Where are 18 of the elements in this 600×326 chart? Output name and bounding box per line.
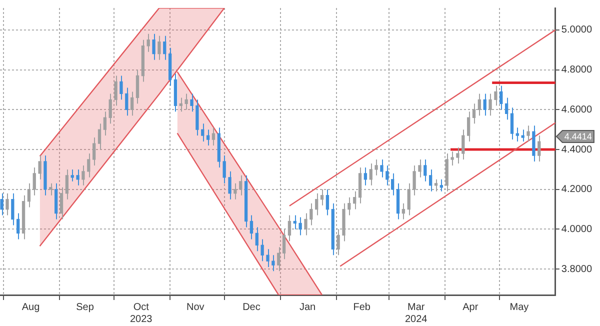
x-tick-label: Nov (186, 302, 204, 313)
text: 4.4414 (564, 131, 592, 142)
y-tick-label: 5.0000 (561, 24, 592, 36)
x-tick-label: Jan (299, 302, 316, 313)
x-tick-label: Feb (353, 302, 371, 313)
x-tick-label: Oct 2023 (130, 302, 153, 325)
y-tick-label: 4.0000 (561, 224, 592, 235)
x-tick-label: Apr (462, 302, 479, 313)
x-tick-label: May (510, 302, 529, 313)
x-tick-label: Aug (22, 302, 40, 313)
y-tick-label: 4.6000 (561, 104, 592, 116)
x-tick-label: Mar 2024 (404, 302, 428, 325)
y-tick-label: 3.8000 (561, 264, 592, 275)
x-tick-label: Dec (242, 302, 260, 313)
y-tick-label: 4.8000 (561, 64, 592, 76)
y-tick-label: 4.4000 (561, 144, 592, 156)
y-tick-label: 4.2000 (561, 184, 592, 196)
x-tick-label: Sep (76, 302, 94, 313)
